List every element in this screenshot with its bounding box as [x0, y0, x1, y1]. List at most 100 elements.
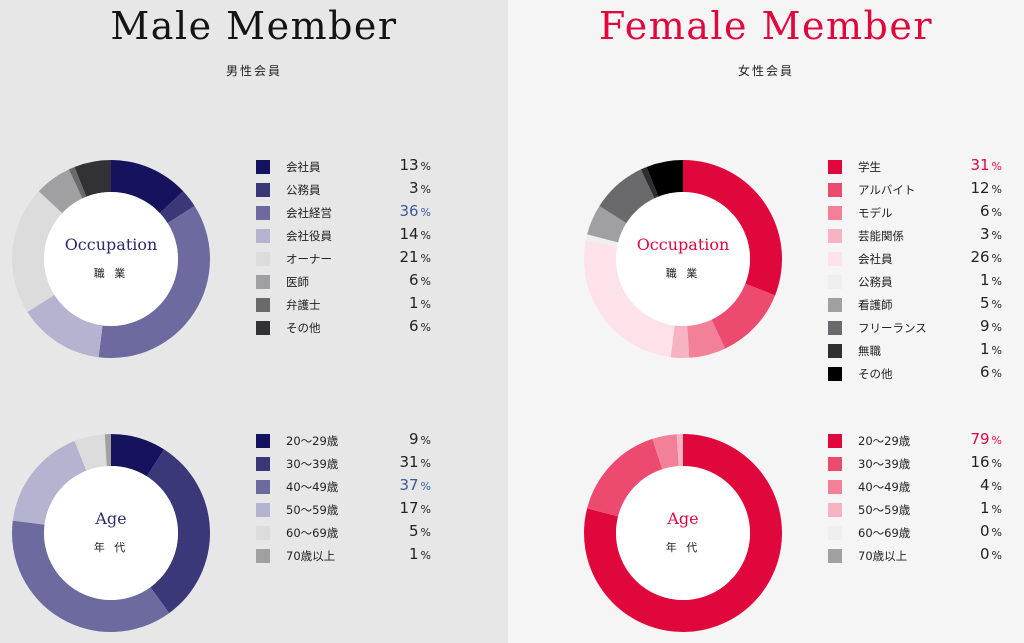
- legend-swatch: [828, 480, 842, 494]
- male-age-slice-1: [146, 449, 210, 614]
- legend-item: 医師 6%: [256, 271, 431, 295]
- legend-value: 36%: [399, 202, 431, 220]
- legend-value: 26%: [970, 248, 1002, 266]
- legend-item: フリーランス 9%: [828, 317, 1002, 341]
- legend-item: 30〜39歳 16%: [828, 453, 1002, 477]
- legend-swatch: [256, 503, 270, 517]
- male-occupation-slice-3: [27, 294, 103, 358]
- legend-item: 弁護士 1%: [256, 294, 431, 318]
- legend-value: 1%: [980, 340, 1002, 358]
- male-age-legend: 20〜29歳 9% 30〜39歳 31% 40〜49歳 37% 50〜59歳 17% 60〜69…: [256, 430, 431, 569]
- legend-item: その他 6%: [828, 363, 1002, 387]
- male-age-slice-5: [104, 434, 111, 467]
- legend-label: 会社員: [286, 160, 321, 174]
- legend-label: 40〜49歳: [858, 480, 911, 494]
- female-occupation-svg: [584, 160, 782, 358]
- legend-label: 30〜39歳: [286, 457, 339, 471]
- legend-value: 21%: [399, 248, 431, 266]
- legend-label: 公務員: [858, 275, 893, 289]
- legend-item: 50〜59歳 1%: [828, 499, 1002, 523]
- legend-value: 31%: [399, 453, 431, 471]
- female-occupation-slice-3: [670, 325, 690, 358]
- legend-item: 40〜49歳 4%: [828, 476, 1002, 500]
- legend-label: 会社経営: [286, 206, 332, 220]
- legend-swatch: [828, 298, 842, 312]
- legend-item: 会社員 13%: [256, 156, 431, 180]
- legend-swatch: [256, 252, 270, 266]
- female-occupation-slice-2: [687, 319, 726, 358]
- female-occupation-slice-6: [587, 205, 627, 243]
- legend-item: 70歳以上 1%: [256, 545, 431, 569]
- male-age-center-sublabel: 年 代: [93, 541, 129, 554]
- legend-swatch: [828, 344, 842, 358]
- female-occupation-slice-9: [646, 160, 683, 197]
- legend-swatch: [256, 480, 270, 494]
- legend-swatch: [256, 434, 270, 448]
- legend-label: 学生: [858, 160, 881, 174]
- legend-item: 公務員 3%: [256, 179, 431, 203]
- legend-value: 14%: [399, 225, 431, 243]
- male-member-title: Male Member: [110, 4, 398, 48]
- legend-swatch: [256, 160, 270, 174]
- female-age-slice-1: [587, 438, 663, 517]
- male-occupation-hole: [44, 192, 178, 326]
- legend-item: 学生 31%: [828, 156, 1002, 180]
- female-occupation-slice-8: [640, 166, 659, 199]
- legend-label: 70歳以上: [858, 549, 908, 563]
- legend-item: 20〜29歳 79%: [828, 430, 1002, 454]
- legend-label: 弁護士: [286, 298, 321, 312]
- legend-value: 79%: [970, 430, 1002, 448]
- legend-swatch: [828, 275, 842, 289]
- legend-item: 60〜69歳 5%: [256, 522, 431, 546]
- legend-label: 60〜69歳: [286, 526, 339, 540]
- legend-value: 6%: [409, 317, 431, 335]
- female-occupation-slice-0: [683, 160, 782, 296]
- male-age-slice-3: [12, 440, 87, 525]
- legend-item: 無職 1%: [828, 340, 1002, 364]
- legend-label: その他: [858, 367, 893, 381]
- legend-label: モデル: [858, 206, 893, 220]
- legend-swatch: [256, 321, 270, 335]
- legend-label: 芸能関係: [858, 229, 904, 243]
- male-occupation-slice-1: [159, 191, 195, 224]
- legend-value: 3%: [980, 225, 1002, 243]
- female-age-center-sublabel: 年 代: [665, 541, 701, 554]
- male-age-slice-2: [12, 520, 170, 632]
- legend-item: 会社役員 14%: [256, 225, 431, 249]
- legend-swatch: [828, 321, 842, 335]
- legend-label: 会社員: [858, 252, 893, 266]
- legend-item: 看護師 5%: [828, 294, 1002, 318]
- legend-item: アルバイト 12%: [828, 179, 1002, 203]
- legend-swatch: [256, 183, 270, 197]
- legend-swatch: [828, 367, 842, 381]
- female-age-slice-3: [676, 434, 683, 467]
- male-occupation-svg: [11, 160, 211, 359]
- legend-swatch: [256, 206, 270, 220]
- male-occupation-slice-4: [11, 191, 63, 313]
- female-age-hole: [616, 466, 750, 600]
- legend-swatch: [256, 549, 270, 563]
- female-occupation-slice-1: [711, 283, 776, 349]
- legend-label: 40〜49歳: [286, 480, 339, 494]
- legend-swatch: [828, 252, 842, 266]
- legend-value: 9%: [980, 317, 1002, 335]
- legend-label: 70歳以上: [286, 549, 336, 563]
- legend-value: 1%: [980, 499, 1002, 517]
- male-age-svg: [12, 434, 210, 632]
- legend-value: 17%: [399, 499, 431, 517]
- legend-label: 無職: [858, 344, 881, 358]
- female-age-legend: 20〜29歳 79% 30〜39歳 16% 40〜49歳 4% 50〜59歳 1% 60〜69歳…: [828, 430, 1002, 569]
- legend-value: 16%: [970, 453, 1002, 471]
- female-occupation-center-sublabel: 職 業: [665, 267, 701, 280]
- legend-swatch: [256, 526, 270, 540]
- legend-value: 3%: [409, 179, 431, 197]
- legend-item: 20〜29歳 9%: [256, 430, 431, 454]
- female-occupation-donut: Occupation 職 業: [583, 159, 783, 359]
- male-occupation-slice-2: [98, 205, 211, 359]
- legend-item: 50〜59歳 17%: [256, 499, 431, 523]
- female-age-donut: Age 年 代: [583, 433, 783, 633]
- legend-item: 会社員 26%: [828, 248, 1002, 272]
- legend-item: 公務員 1%: [828, 271, 1002, 295]
- legend-label: 50〜59歳: [858, 503, 911, 517]
- female-member-subtitle: 女性会員: [737, 64, 794, 78]
